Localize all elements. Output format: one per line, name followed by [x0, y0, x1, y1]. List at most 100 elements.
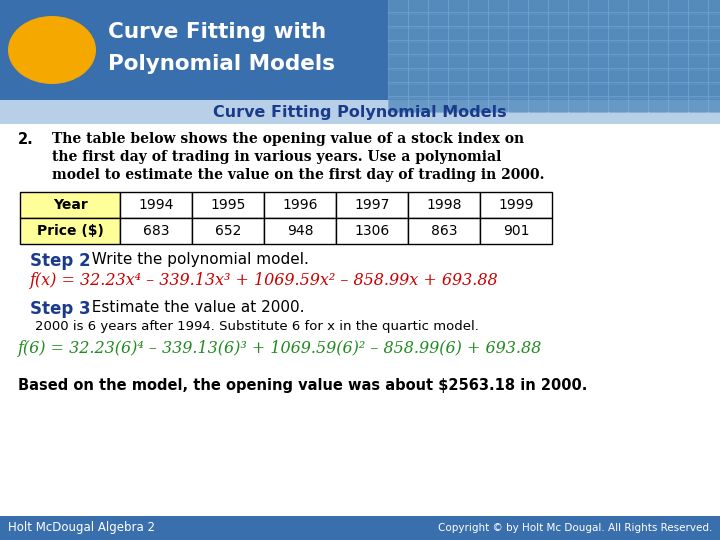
FancyBboxPatch shape: [668, 40, 688, 57]
FancyBboxPatch shape: [469, 55, 488, 71]
Text: Curve Fitting Polynomial Models: Curve Fitting Polynomial Models: [213, 105, 507, 119]
Text: Copyright © by Holt Mc Dougal. All Rights Reserved.: Copyright © by Holt Mc Dougal. All Right…: [438, 523, 712, 533]
FancyBboxPatch shape: [408, 97, 428, 112]
FancyBboxPatch shape: [708, 40, 720, 57]
FancyBboxPatch shape: [588, 0, 608, 15]
FancyBboxPatch shape: [708, 0, 720, 15]
FancyBboxPatch shape: [629, 83, 649, 98]
Text: 1995: 1995: [210, 198, 246, 212]
FancyBboxPatch shape: [588, 26, 608, 43]
FancyBboxPatch shape: [336, 192, 408, 218]
FancyBboxPatch shape: [588, 12, 608, 29]
FancyBboxPatch shape: [569, 97, 588, 112]
FancyBboxPatch shape: [192, 218, 264, 244]
FancyBboxPatch shape: [608, 69, 629, 84]
FancyBboxPatch shape: [569, 0, 588, 15]
FancyBboxPatch shape: [668, 12, 688, 29]
FancyBboxPatch shape: [20, 192, 120, 218]
FancyBboxPatch shape: [549, 97, 569, 112]
Text: 901: 901: [503, 224, 529, 238]
FancyBboxPatch shape: [528, 12, 549, 29]
FancyBboxPatch shape: [688, 69, 708, 84]
Text: 1996: 1996: [282, 198, 318, 212]
Text: 652: 652: [215, 224, 241, 238]
FancyBboxPatch shape: [528, 26, 549, 43]
FancyBboxPatch shape: [688, 55, 708, 71]
FancyBboxPatch shape: [588, 40, 608, 57]
FancyBboxPatch shape: [408, 83, 428, 98]
FancyBboxPatch shape: [528, 40, 549, 57]
FancyBboxPatch shape: [449, 0, 469, 15]
FancyBboxPatch shape: [508, 55, 528, 71]
FancyBboxPatch shape: [488, 12, 508, 29]
FancyBboxPatch shape: [389, 83, 408, 98]
FancyBboxPatch shape: [708, 83, 720, 98]
FancyBboxPatch shape: [469, 83, 488, 98]
FancyBboxPatch shape: [569, 40, 588, 57]
FancyBboxPatch shape: [649, 26, 668, 43]
Text: the first day of trading in various years. Use a polynomial: the first day of trading in various year…: [52, 150, 501, 164]
Text: The table below shows the opening value of a stock index on: The table below shows the opening value …: [52, 132, 524, 146]
FancyBboxPatch shape: [428, 40, 449, 57]
FancyBboxPatch shape: [449, 12, 469, 29]
FancyBboxPatch shape: [408, 40, 428, 57]
FancyBboxPatch shape: [649, 12, 668, 29]
FancyBboxPatch shape: [408, 55, 428, 71]
Text: 1994: 1994: [138, 198, 174, 212]
FancyBboxPatch shape: [588, 55, 608, 71]
FancyBboxPatch shape: [549, 0, 569, 15]
FancyBboxPatch shape: [549, 69, 569, 84]
FancyBboxPatch shape: [629, 97, 649, 112]
Text: 1998: 1998: [426, 198, 462, 212]
FancyBboxPatch shape: [449, 26, 469, 43]
Text: 1997: 1997: [354, 198, 390, 212]
Text: Curve Fitting with: Curve Fitting with: [108, 22, 326, 42]
FancyBboxPatch shape: [688, 26, 708, 43]
FancyBboxPatch shape: [549, 26, 569, 43]
FancyBboxPatch shape: [0, 100, 720, 124]
FancyBboxPatch shape: [336, 218, 408, 244]
FancyBboxPatch shape: [608, 97, 629, 112]
FancyBboxPatch shape: [408, 26, 428, 43]
FancyBboxPatch shape: [508, 12, 528, 29]
Text: 863: 863: [431, 224, 457, 238]
FancyBboxPatch shape: [408, 12, 428, 29]
FancyBboxPatch shape: [708, 97, 720, 112]
FancyBboxPatch shape: [488, 0, 508, 15]
FancyBboxPatch shape: [629, 69, 649, 84]
FancyBboxPatch shape: [389, 0, 408, 15]
FancyBboxPatch shape: [569, 12, 588, 29]
FancyBboxPatch shape: [508, 40, 528, 57]
FancyBboxPatch shape: [608, 55, 629, 71]
FancyBboxPatch shape: [588, 83, 608, 98]
FancyBboxPatch shape: [629, 55, 649, 71]
FancyBboxPatch shape: [408, 69, 428, 84]
FancyBboxPatch shape: [428, 26, 449, 43]
FancyBboxPatch shape: [264, 192, 336, 218]
FancyBboxPatch shape: [708, 69, 720, 84]
FancyBboxPatch shape: [469, 0, 488, 15]
FancyBboxPatch shape: [389, 97, 408, 112]
FancyBboxPatch shape: [668, 97, 688, 112]
FancyBboxPatch shape: [588, 69, 608, 84]
FancyBboxPatch shape: [488, 69, 508, 84]
FancyBboxPatch shape: [688, 40, 708, 57]
FancyBboxPatch shape: [508, 0, 528, 15]
FancyBboxPatch shape: [569, 83, 588, 98]
FancyBboxPatch shape: [528, 0, 549, 15]
FancyBboxPatch shape: [192, 192, 264, 218]
FancyBboxPatch shape: [668, 55, 688, 71]
FancyBboxPatch shape: [629, 40, 649, 57]
FancyBboxPatch shape: [428, 97, 449, 112]
FancyBboxPatch shape: [688, 0, 708, 15]
FancyBboxPatch shape: [629, 12, 649, 29]
Text: Write the polynomial model.: Write the polynomial model.: [82, 252, 309, 267]
FancyBboxPatch shape: [508, 97, 528, 112]
FancyBboxPatch shape: [629, 26, 649, 43]
Text: 2.: 2.: [18, 132, 34, 147]
FancyBboxPatch shape: [0, 516, 720, 540]
FancyBboxPatch shape: [449, 97, 469, 112]
FancyBboxPatch shape: [469, 12, 488, 29]
FancyBboxPatch shape: [549, 55, 569, 71]
FancyBboxPatch shape: [708, 26, 720, 43]
